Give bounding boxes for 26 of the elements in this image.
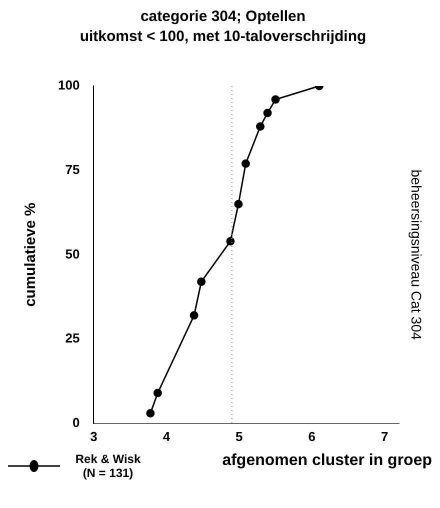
x-tick-label: 7	[381, 428, 388, 444]
x-axis-title: afgenomen cluster in groep	[222, 452, 432, 470]
point	[271, 95, 280, 104]
chart-subtitle: uitkomst < 100, met 10-taloverschrijding	[80, 28, 366, 46]
y-tick-label: 100	[58, 78, 80, 93]
point	[190, 311, 198, 320]
legend-label: Rek & Wisk (N = 131)	[74, 452, 142, 480]
y-tick-label: 50	[65, 246, 80, 262]
point	[234, 200, 243, 208]
x-tick-label: 4	[162, 428, 171, 444]
y-tick-label: 25	[65, 330, 80, 346]
point	[146, 409, 155, 418]
point	[226, 236, 235, 246]
point	[197, 277, 206, 286]
x-tick-label: 3	[90, 428, 98, 444]
y-axis-title: cumulatieve %	[22, 202, 40, 307]
point	[263, 108, 272, 118]
chart-title: categorie 304; Optellen	[140, 8, 306, 26]
y2-axis-title: beheersingsniveau Cat 304	[408, 169, 425, 340]
y-tick-label: 0	[72, 414, 80, 430]
point	[256, 122, 265, 131]
x-tick-label: 5	[236, 428, 243, 444]
y-tick-label: 75	[65, 162, 80, 177]
point	[153, 388, 162, 398]
x-tick-label: 6	[308, 428, 316, 444]
point	[241, 159, 250, 168]
